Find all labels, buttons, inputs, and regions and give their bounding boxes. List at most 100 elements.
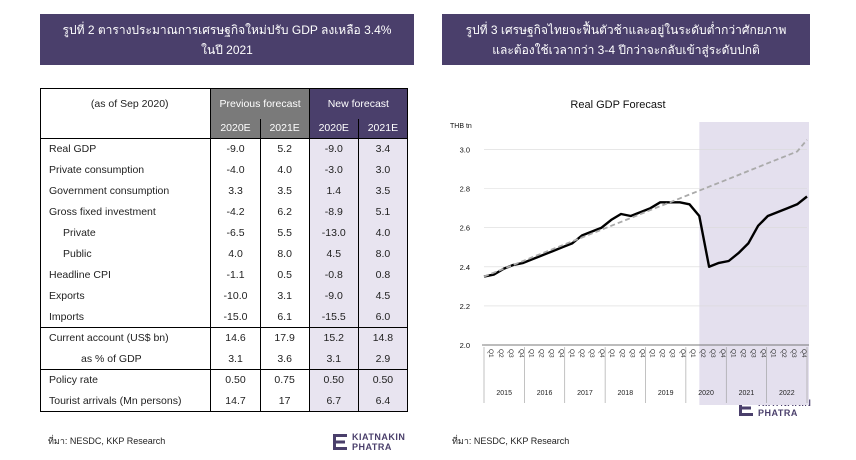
x-year-label: 2018 — [618, 390, 634, 397]
row-label: as % of GDP — [81, 352, 142, 365]
x-year-label: 2021 — [739, 390, 755, 397]
row-value: 15.2 — [308, 327, 359, 349]
x-quarter-label: Q4 — [598, 349, 605, 358]
real-gdp-chart: Real GDP Forecast THB tn 2.0 2.2 2.4 2.6 2.8 3.… — [450, 99, 809, 405]
table-year-row: 2020E 2021E 2020E 2021E — [40, 118, 408, 139]
row-label: Public — [63, 248, 92, 260]
table-row: Policy rate 0.50 0.75 0.50 0.50 — [40, 369, 408, 391]
row-label: Real GDP — [49, 143, 97, 156]
x-quarter-label: Q4 — [760, 349, 767, 358]
kiatnakin-logo: KIATNAKIN PHATRA — [332, 432, 405, 452]
table-row: as % of GDP 3.1 3.6 3.1 2.9 — [41, 348, 408, 370]
x-quarter-label: Q1 — [770, 349, 777, 358]
row-value: -4.2 — [210, 201, 261, 223]
x-quarter-label: Q3 — [588, 349, 595, 358]
source-note-left: ที่มา: NESDC, KKP Research — [48, 436, 166, 446]
row-value: -9.0 — [210, 138, 261, 160]
x-quarter-label: Q4 — [517, 349, 524, 358]
x-quarter-label: Q3 — [790, 349, 797, 358]
trend-series-line — [483, 139, 808, 278]
row-label: Gross fixed investment — [49, 206, 156, 218]
x-quarter-label: Q1 — [608, 349, 615, 358]
year-header: 2020E — [210, 118, 261, 139]
x-quarter-label: Q4 — [679, 349, 686, 358]
row-value: 6.1 — [259, 306, 310, 328]
row-value: 4.0 — [357, 222, 408, 244]
row-value: 0.5 — [259, 264, 310, 286]
row-value: -4.0 — [210, 159, 261, 181]
table-header-row: (as of Sep 2020) Previous forecast New f… — [41, 88, 408, 119]
row-value: 3.3 — [210, 180, 261, 202]
table-row: Exports -10.0 3.1 -9.0 4.5 — [41, 285, 408, 307]
table-row: Private consumption -4.0 4.0 -3.0 3.0 — [41, 159, 408, 181]
table-row: Private -6.5 5.5 -13.0 4.0 — [41, 222, 408, 244]
table-row: Gross fixed investment -4.2 6.2 -8.9 5.1 — [41, 201, 408, 223]
x-quarter-label: Q3 — [628, 349, 635, 358]
row-value: 3.1 — [259, 285, 310, 307]
table-row: Real GDP -9.0 5.2 -9.0 3.4 — [41, 138, 408, 160]
table-row: Government consumption 3.3 3.5 1.4 3.5 — [41, 180, 408, 202]
row-value: 3.1 — [308, 348, 359, 370]
x-quarter-label: Q2 — [497, 349, 504, 358]
x-quarter-label: Q4 — [719, 349, 726, 358]
row-value: 3.4 — [357, 138, 408, 160]
x-quarter-label: Q4 — [558, 349, 565, 358]
year-header: 2021E — [357, 118, 408, 139]
as-of-label: (as of Sep 2020) — [90, 97, 169, 110]
row-label: Imports — [49, 310, 85, 323]
x-quarter-label: Q2 — [659, 349, 666, 358]
row-value: 4.0 — [210, 243, 261, 265]
x-quarter-label: Q3 — [749, 349, 756, 358]
row-label: Exports — [49, 290, 85, 302]
figure-3-title-line2: และต้องใช้เวลากว่า 3-4 ปีกว่าจะกลับเข้าส… — [492, 43, 760, 57]
row-value: 5.5 — [259, 222, 310, 244]
row-value: -9.0 — [308, 285, 359, 307]
row-value: 0.75 — [259, 369, 310, 391]
row-value: 3.5 — [357, 180, 408, 202]
x-quarter-label: Q2 — [699, 349, 706, 358]
x-quarter-label: Q2 — [739, 349, 746, 358]
y-tick-label: 2.8 — [460, 185, 470, 194]
x-quarter-label: Q4 — [638, 349, 645, 358]
x-year-label: 2022 — [779, 390, 795, 397]
x-quarter-label: Q1 — [729, 349, 736, 358]
row-value: -15.5 — [308, 306, 359, 328]
row-value: 17.9 — [259, 327, 310, 349]
row-value: 6.4 — [357, 390, 408, 412]
source-note-right: ที่มา: NESDC, KKP Research — [452, 436, 570, 446]
row-value: -8.9 — [308, 201, 359, 223]
x-quarter-label: Q1 — [689, 349, 696, 358]
x-year-label: 2017 — [577, 390, 593, 397]
x-quarter-label: Q3 — [507, 349, 514, 358]
row-value: 6.7 — [308, 390, 359, 412]
row-value: 0.50 — [308, 369, 359, 391]
figure-3-banner: รูปที่ 3 เศรษฐกิจไทยจะฟื้นตัวช้าและอยู่ใ… — [442, 14, 810, 65]
y-tick-label: 2.4 — [460, 263, 470, 272]
table-row: Public 4.0 8.0 4.5 8.0 — [41, 243, 408, 265]
row-value: 4.0 — [259, 159, 310, 181]
x-quarter-label: Q3 — [709, 349, 716, 358]
x-quarter-label: Q1 — [527, 349, 534, 358]
row-value: 0.50 — [210, 369, 261, 391]
x-quarter-label: Q2 — [618, 349, 625, 358]
row-value: -10.0 — [210, 285, 261, 307]
x-year-label: 2019 — [658, 390, 674, 397]
x-quarter-label: Q1 — [487, 349, 494, 358]
row-value: 8.0 — [357, 243, 408, 265]
x-quarter-label: Q4 — [800, 349, 807, 358]
row-label: Private — [63, 227, 96, 239]
year-header: 2020E — [308, 118, 359, 139]
row-value: 4.5 — [308, 243, 359, 265]
row-value: 14.8 — [357, 327, 408, 349]
row-value: 3.1 — [210, 348, 261, 370]
gdp-series-line — [483, 195, 808, 278]
row-value: 14.6 — [210, 327, 261, 349]
row-value: 6.0 — [357, 306, 408, 328]
row-value: 3.6 — [259, 348, 310, 370]
row-value: 0.50 — [357, 369, 408, 391]
row-value: 3.0 — [357, 159, 408, 181]
row-label: Headline CPI — [49, 269, 111, 281]
x-quarter-label: Q2 — [578, 349, 585, 358]
new-forecast-header: New forecast — [308, 88, 408, 119]
row-value: 4.5 — [357, 285, 408, 307]
